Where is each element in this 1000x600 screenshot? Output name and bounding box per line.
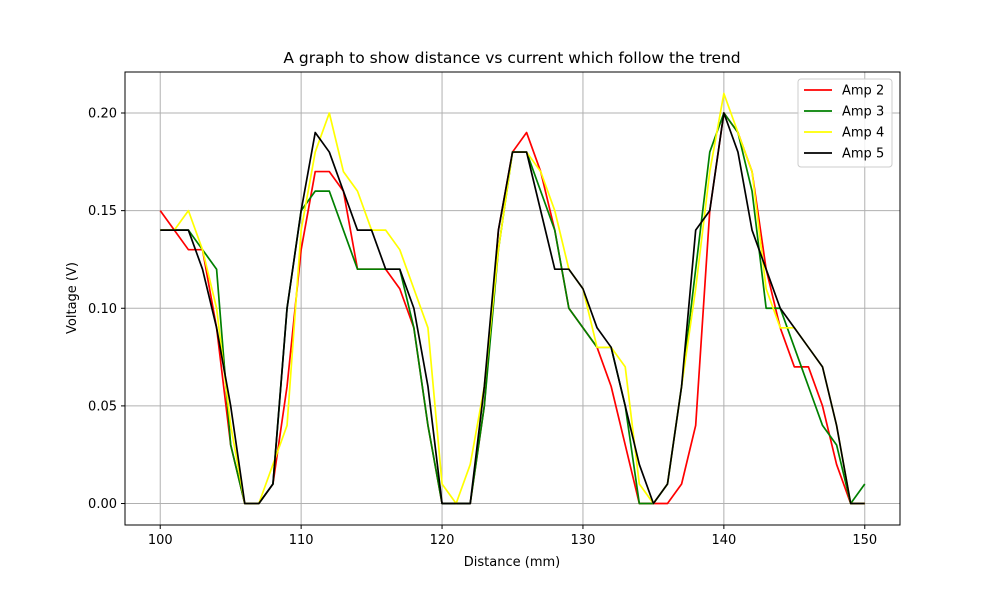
x-tick-label: 130 [571,533,596,548]
legend-label-amp-2: Amp 2 [842,84,884,99]
legend-label-amp-5: Amp 5 [842,147,884,162]
x-tick-label: 100 [148,533,173,548]
x-axis-ticks: 100 110 120 130 140 150 [148,525,877,548]
y-tick-label: 0.00 [88,497,117,512]
y-axis-label: Voltage (V) [65,262,80,334]
legend: Amp 2 Amp 3 Amp 4 Amp 5 [797,78,893,168]
x-tick-label: 150 [852,533,877,548]
plot-frame [124,71,901,526]
series-lines [159,92,866,505]
legend-label-amp-4: Amp 4 [842,126,884,141]
y-axis-ticks: 0.00 0.05 0.10 0.15 0.20 [88,107,125,512]
legend-box [797,78,893,168]
grid [125,72,900,525]
y-tick-label: 0.15 [88,204,117,219]
series-line-amp-5 [160,112,865,505]
chart-title: A graph to show distance vs current whic… [283,49,740,67]
y-tick-label: 0.10 [88,302,117,317]
legend-label-amp-3: Amp 3 [842,105,884,120]
x-tick-label: 120 [430,533,455,548]
x-tick-label: 140 [711,533,736,548]
x-axis-label: Distance (mm) [464,555,560,570]
x-tick-label: 110 [289,533,314,548]
y-tick-label: 0.05 [88,399,117,414]
y-tick-label: 0.20 [88,107,117,122]
